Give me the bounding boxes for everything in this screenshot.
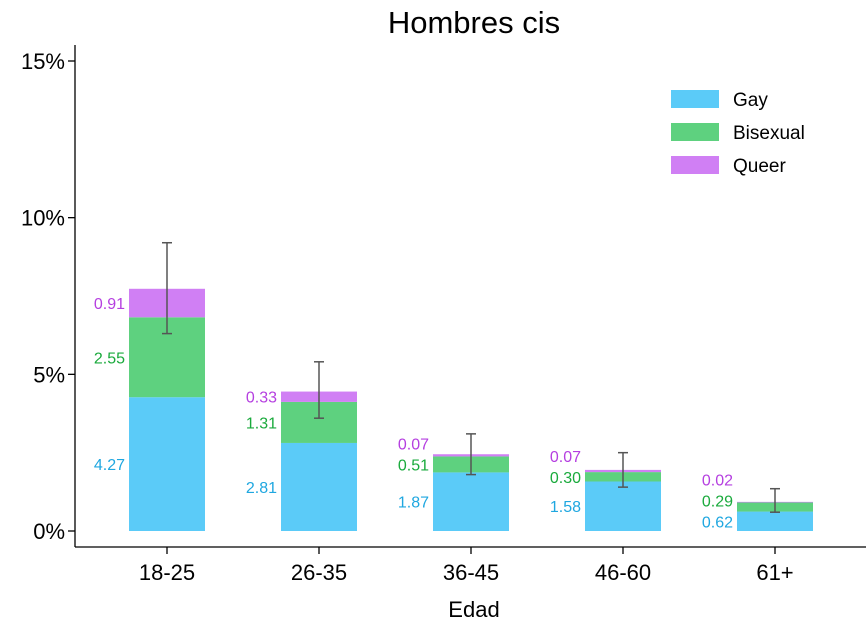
x-tick-label: 46-60 — [595, 560, 651, 585]
data-label-gay-46-60: 1.58 — [550, 499, 581, 516]
data-label-queer-36-45: 0.07 — [398, 436, 429, 453]
y-axis: 0% 5% 10% 15% — [21, 45, 76, 547]
error-bar-46-60 — [618, 451, 628, 488]
data-label-gay-36-45: 1.87 — [398, 495, 429, 512]
data-label-queer-18-25: 0.91 — [94, 296, 125, 313]
bar-gay-18-25 — [129, 397, 205, 531]
y-tick-label: 15% — [21, 49, 65, 74]
bar-gay-46-60 — [585, 481, 661, 531]
y-tick-label: 10% — [21, 206, 65, 231]
bar-gay-26-35 — [281, 442, 357, 531]
x-axis-title: Edad — [448, 597, 499, 622]
legend-swatch-queer — [671, 156, 719, 174]
bar-gay-36-45 — [433, 472, 509, 531]
legend-swatch-gay — [671, 90, 719, 108]
x-axis: 18-25 26-35 36-45 46-60 61+ — [75, 546, 866, 585]
data-label-bisexual-36-45: 0.51 — [398, 457, 429, 474]
legend-label-queer: Queer — [733, 156, 786, 177]
data-label-queer-61+: 0.02 — [702, 472, 733, 489]
legend-swatch-bisexual — [671, 123, 719, 141]
data-label-gay-61+: 0.62 — [702, 514, 733, 531]
chart-title: Hombres cis — [388, 5, 560, 40]
legend-label-gay: Gay — [733, 90, 768, 111]
legend: Gay Bisexual Queer — [671, 90, 805, 177]
y-tick-label: 5% — [33, 362, 65, 387]
data-label-bisexual-46-60: 0.30 — [550, 470, 581, 487]
x-tick-label: 61+ — [756, 560, 793, 585]
legend-label-bisexual: Bisexual — [733, 123, 805, 144]
data-label-bisexual-61+: 0.29 — [702, 493, 733, 510]
bar-gay-61+ — [737, 511, 813, 531]
data-label-gay-26-35: 2.81 — [246, 480, 277, 497]
x-tick-label: 36-45 — [443, 560, 499, 585]
data-label-queer-46-60: 0.07 — [550, 449, 581, 466]
error-bar-18-25 — [162, 241, 172, 335]
plot-area: 4.27 2.55 0.91 2.81 1.31 0.33 1.87 0.51 0.07 1.58… — [94, 241, 813, 531]
data-label-bisexual-26-35: 1.31 — [246, 415, 277, 432]
data-label-gay-18-25: 4.27 — [94, 457, 125, 474]
data-label-queer-26-35: 0.33 — [246, 390, 277, 407]
y-tick-label: 0% — [33, 519, 65, 544]
error-bar-26-35 — [314, 361, 324, 419]
error-bar-36-45 — [466, 433, 476, 476]
data-label-bisexual-18-25: 2.55 — [94, 350, 125, 367]
x-tick-label: 18-25 — [139, 560, 195, 585]
error-bar-61+ — [770, 487, 780, 513]
x-tick-label: 26-35 — [291, 560, 347, 585]
